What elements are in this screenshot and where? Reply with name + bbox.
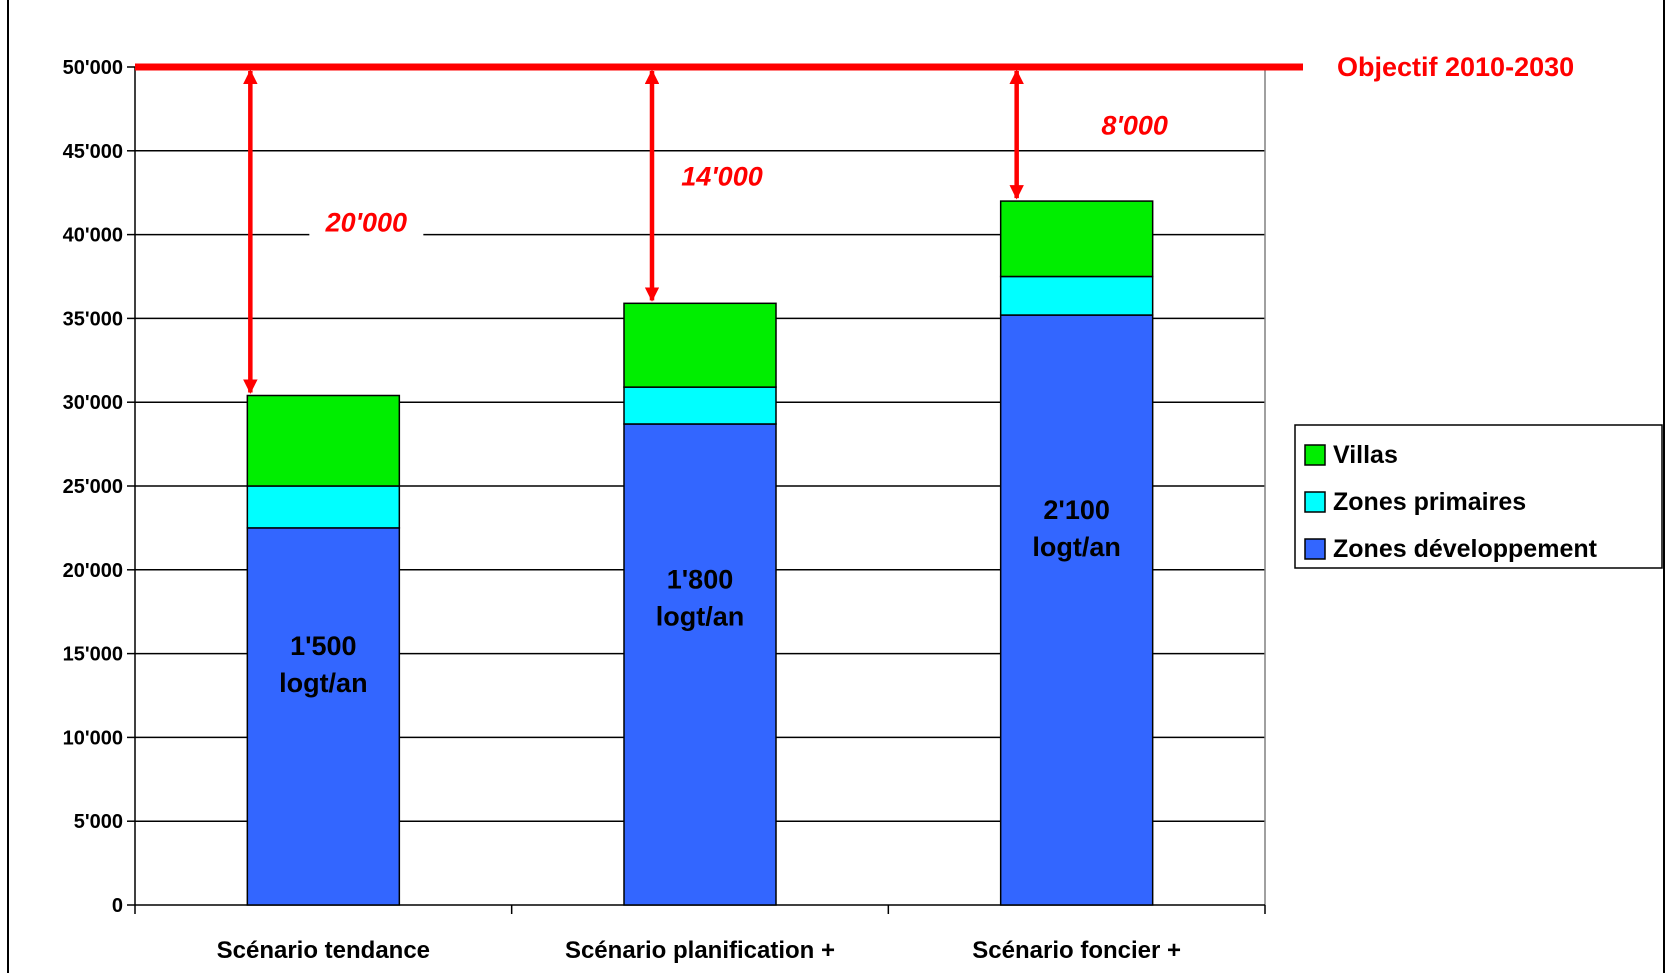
bar-value-label: 2'100 — [1043, 495, 1110, 525]
bar-segment — [999, 200, 1154, 278]
gap-label-background — [665, 157, 779, 194]
bar-value-label: logt/an — [279, 668, 368, 698]
bar-segment — [999, 275, 1154, 316]
gap-label: 14'000 — [681, 162, 763, 192]
y-tick-label: 15'000 — [63, 644, 123, 666]
bar-segment — [246, 527, 401, 906]
x-tick-label: Scénario tendance — [217, 937, 430, 964]
bar-segment — [623, 423, 777, 906]
legend-swatch — [1304, 444, 1326, 466]
y-tick-label: 0 — [112, 895, 123, 917]
target-label: Objectif 2010-2030 — [1337, 52, 1574, 82]
bar-segment — [623, 386, 777, 425]
x-tick-label: Scénario planification + — [565, 937, 835, 964]
gap-label-background — [309, 203, 424, 240]
annotations: Objectif 2010-2030 20'000 14'000 8'000 — [135, 52, 1574, 394]
legend-swatch — [1304, 538, 1326, 560]
bar-segment — [999, 314, 1154, 906]
gap-label-background — [1085, 106, 1184, 143]
legend-label: Zones primaires — [1333, 488, 1526, 516]
bars: 1'500 logt/an 1'800 logt/an 2'100 logt/an — [246, 200, 1154, 906]
legend: Villas Zones primaires Zones développement — [1294, 424, 1663, 569]
legend-label: Villas — [1333, 441, 1398, 469]
y-tick-label: 10'000 — [63, 727, 123, 749]
bar-value-label: 1'500 — [290, 631, 357, 661]
gap-label: 20'000 — [325, 208, 408, 238]
y-tick-label: 40'000 — [63, 225, 123, 247]
y-tick-label: 35'000 — [63, 308, 123, 330]
y-tick-label: 25'000 — [63, 476, 123, 498]
bar-segment — [246, 394, 401, 487]
bar-value-label: 1'800 — [667, 565, 734, 595]
bar-value-label: logt/an — [656, 602, 745, 632]
bar-value-label: logt/an — [1032, 532, 1121, 562]
legend-box — [1294, 424, 1663, 569]
y-tick-label: 30'000 — [63, 392, 123, 414]
y-tick-label: 5'000 — [74, 811, 123, 833]
x-axis: Scénario tendance Scénario planification … — [134, 904, 1266, 964]
gap-label: 8'000 — [1101, 111, 1168, 141]
legend-swatch — [1304, 491, 1326, 513]
legend-label: Zones développement — [1333, 535, 1598, 563]
y-tick-label: 45'000 — [63, 141, 123, 163]
y-tick-label: 50'000 — [63, 57, 123, 79]
x-tick-label: Scénario foncier + — [972, 937, 1181, 964]
bar-segment — [623, 302, 777, 388]
y-tick-label: 20'000 — [63, 560, 123, 582]
bar-segment — [246, 485, 401, 529]
y-axis: 0 5'000 10'000 15'000 20'000 25'000 30'000 35'0… — [63, 57, 136, 917]
